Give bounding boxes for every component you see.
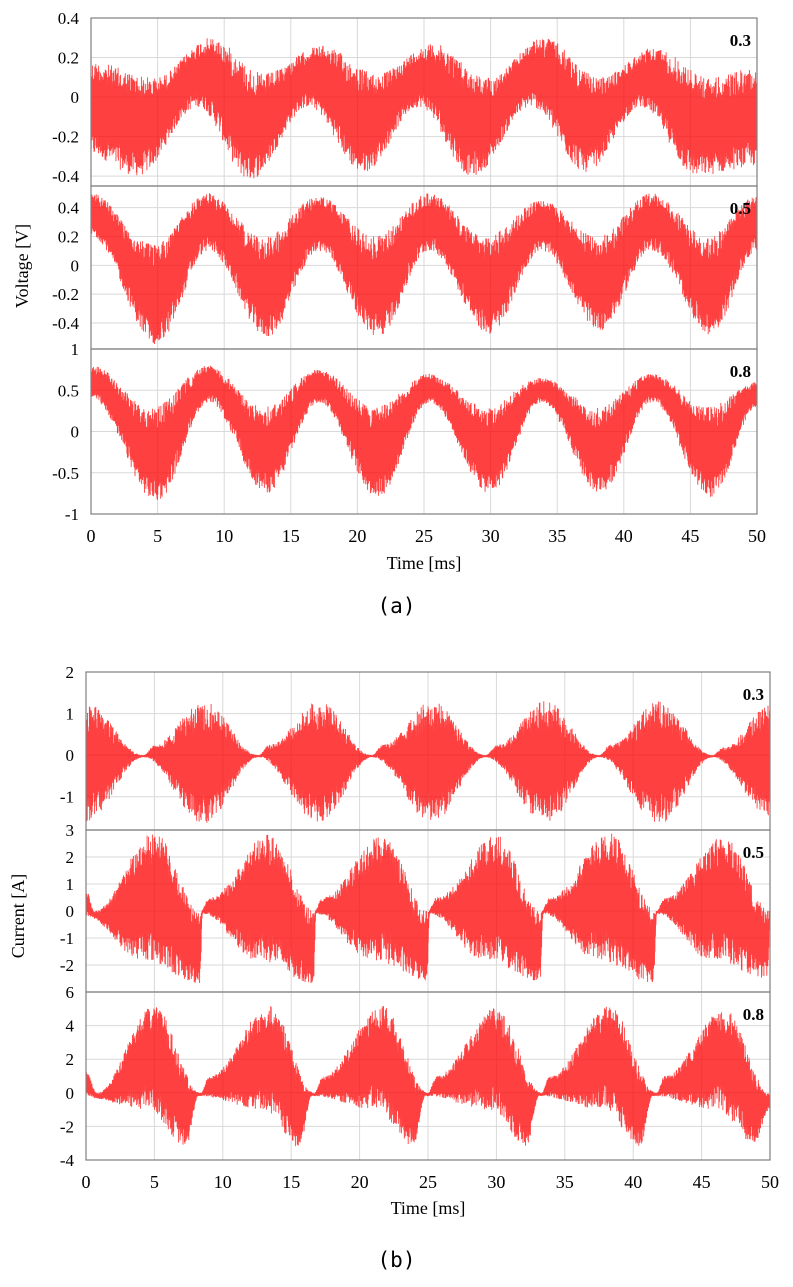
y-tick-label: 0.5 [58, 381, 79, 400]
panel-label-0.5: 0.5 [743, 843, 764, 862]
x-tick-label: 45 [681, 526, 699, 546]
y-axis-label: Current [A] [8, 874, 28, 958]
panel-b-0.3: -1 0 1 2 0.3 [60, 663, 771, 831]
x-tick-label: 5 [150, 1172, 159, 1192]
y-tick-label: 1 [71, 340, 80, 359]
x-tick-label: 40 [624, 1172, 642, 1192]
x-tick-label: 10 [214, 1172, 232, 1192]
panel-a-0.8: -1 -0.5 0 0.5 1 0.8 [52, 340, 758, 524]
y-tick-label: 0.4 [58, 9, 80, 28]
y-tick-label: 1 [66, 875, 75, 894]
y-tick-label: 0.4 [58, 199, 80, 218]
x-tick-label: 0 [82, 1172, 91, 1192]
chart-b: -1 0 1 2 0.3 -2 -1 0 1 2 3 0.5 -4 -2 0 2 4 6 0.8 0 5 10 15 20 25… [8, 663, 779, 1218]
y-tick-label: -0.5 [52, 464, 79, 483]
y-tick-label: 6 [66, 983, 75, 1002]
y-axis-label: Voltage [V] [12, 224, 32, 308]
y-tick-label: -0.2 [52, 285, 79, 304]
panel-label-0.3: 0.3 [730, 31, 751, 50]
x-tick-label: 35 [548, 526, 566, 546]
x-tick-label: 20 [348, 526, 366, 546]
caption-a: (a) [377, 594, 416, 618]
series-line-0.5 [91, 193, 757, 345]
y-tick-label: 0 [71, 423, 80, 442]
y-tick-label: 0 [66, 902, 75, 921]
y-tick-label: 0.2 [58, 227, 79, 246]
y-tick-label: 2 [66, 663, 75, 682]
series-line-0.3 [91, 38, 757, 179]
x-tick-label: 25 [415, 526, 433, 546]
y-tick-label: 1 [66, 705, 75, 724]
x-tick-label: 15 [282, 526, 300, 546]
y-tick-label: -1 [60, 929, 74, 948]
caption-b: (b) [377, 1248, 416, 1272]
x-tick-label: 0 [87, 526, 96, 546]
x-axis-label: Time [ms] [387, 553, 462, 573]
y-tick-label: 0 [66, 746, 75, 765]
series-line-0.5 [86, 833, 770, 984]
x-tick-label: 10 [215, 526, 233, 546]
y-tick-label: -2 [60, 956, 74, 975]
panel-frame [85, 991, 771, 1161]
panel-b-0.8: -4 -2 0 2 4 6 0.8 [60, 983, 771, 1170]
x-tick-label: 30 [487, 1172, 505, 1192]
y-tick-label: 4 [66, 1017, 75, 1036]
panel-frame [90, 348, 758, 515]
y-tick-label: 2 [66, 848, 75, 867]
series-line-0.8 [91, 365, 757, 501]
y-tick-label: -4 [60, 1151, 75, 1170]
y-tick-label: -0.4 [52, 167, 79, 186]
panel-label-0.8: 0.8 [743, 1005, 764, 1024]
x-tick-label: 50 [748, 526, 766, 546]
panel-a-0.3: -0.4 -0.2 0 0.2 0.4 0.3 [52, 9, 758, 187]
y-tick-label: 2 [66, 1050, 75, 1069]
y-tick-label: 0.2 [58, 49, 79, 68]
y-tick-label: -1 [60, 788, 74, 807]
x-tick-label: 40 [615, 526, 633, 546]
series-line-0.3 [86, 701, 770, 823]
y-tick-label: -0.4 [52, 314, 79, 333]
y-tick-label: 0 [66, 1084, 75, 1103]
x-tick-label: 5 [153, 526, 162, 546]
x-tick-label: 50 [761, 1172, 779, 1192]
panel-label-0.8: 0.8 [730, 362, 751, 381]
x-tick-label: 35 [556, 1172, 574, 1192]
series-line-0.8 [86, 1005, 770, 1147]
y-tick-label: -0.2 [52, 128, 79, 147]
panel-a-0.5: -0.4 -0.2 0 0.2 0.4 0.5 [52, 185, 758, 350]
panel-b-0.5: -2 -1 0 1 2 3 0.5 [60, 821, 771, 993]
panel-label-0.5: 0.5 [730, 199, 751, 218]
x-tick-label: 25 [419, 1172, 437, 1192]
x-tick-label: 45 [693, 1172, 711, 1192]
x-axis-label: Time [ms] [391, 1198, 466, 1218]
chart-a: -0.4 -0.2 0 0.2 0.4 0.3 -0.4 -0.2 0 0.2 0.4 0.5 -1 -0… [12, 9, 766, 573]
y-tick-label: 3 [66, 821, 75, 840]
x-tick-label: 20 [351, 1172, 369, 1192]
y-tick-label: -1 [65, 505, 79, 524]
x-tick-label: 30 [482, 526, 500, 546]
y-tick-label: 0 [71, 256, 80, 275]
x-tick-label: 15 [282, 1172, 300, 1192]
y-tick-label: 0 [71, 88, 80, 107]
y-tick-label: -2 [60, 1117, 74, 1136]
panel-label-0.3: 0.3 [743, 685, 764, 704]
